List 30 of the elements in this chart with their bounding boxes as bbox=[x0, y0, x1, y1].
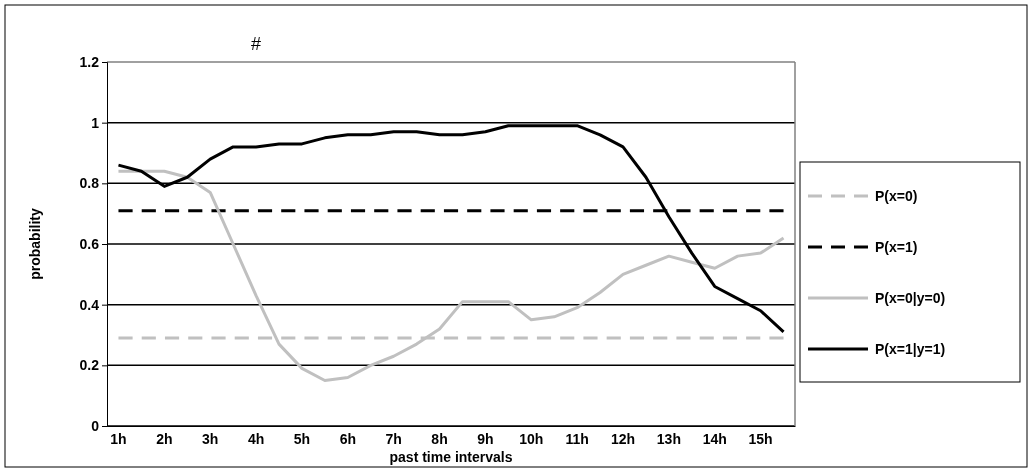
y-tick-label: 0.8 bbox=[79, 175, 100, 192]
y-axis-title: probability bbox=[27, 208, 43, 280]
y-tick-label: 0.4 bbox=[79, 296, 100, 313]
x-tick-label: 7h bbox=[385, 430, 402, 447]
x-tick-label: 9h bbox=[477, 430, 494, 447]
x-tick-label: 12h bbox=[610, 430, 636, 447]
x-tick-label: 10h bbox=[519, 430, 544, 447]
y-tick-label: 1 bbox=[91, 114, 100, 131]
x-axis-title: past time intervals bbox=[389, 449, 513, 465]
legend-label: P(x=0) bbox=[875, 188, 918, 204]
legend-label: P(x=1) bbox=[875, 239, 918, 255]
y-tick-label: 0 bbox=[91, 417, 100, 434]
legend-label: P(x=0|y=0) bbox=[875, 290, 946, 306]
x-tick-label: 1h bbox=[110, 430, 127, 447]
x-tick-label: 8h bbox=[431, 430, 448, 447]
x-tick-label: 14h bbox=[702, 430, 727, 447]
x-tick-label: 5h bbox=[293, 430, 311, 447]
x-tick-label: 6h bbox=[339, 430, 356, 447]
x-tick-label: 13h bbox=[656, 430, 681, 447]
x-tick-label: 3h bbox=[202, 430, 219, 447]
legend-label: P(x=1|y=1) bbox=[875, 341, 946, 357]
y-tick-label: 1.2 bbox=[79, 53, 100, 70]
y-tick-label: 0.6 bbox=[79, 235, 100, 252]
line-series bbox=[116, 169, 786, 382]
text: # bbox=[250, 34, 262, 54]
y-tick-label: 0.2 bbox=[79, 357, 100, 374]
x-tick-label: 2h bbox=[156, 430, 173, 447]
x-tick-label: 11h bbox=[565, 430, 589, 447]
x-tick-label: 4h bbox=[247, 430, 265, 447]
x-tick-label: 15h bbox=[748, 430, 773, 447]
